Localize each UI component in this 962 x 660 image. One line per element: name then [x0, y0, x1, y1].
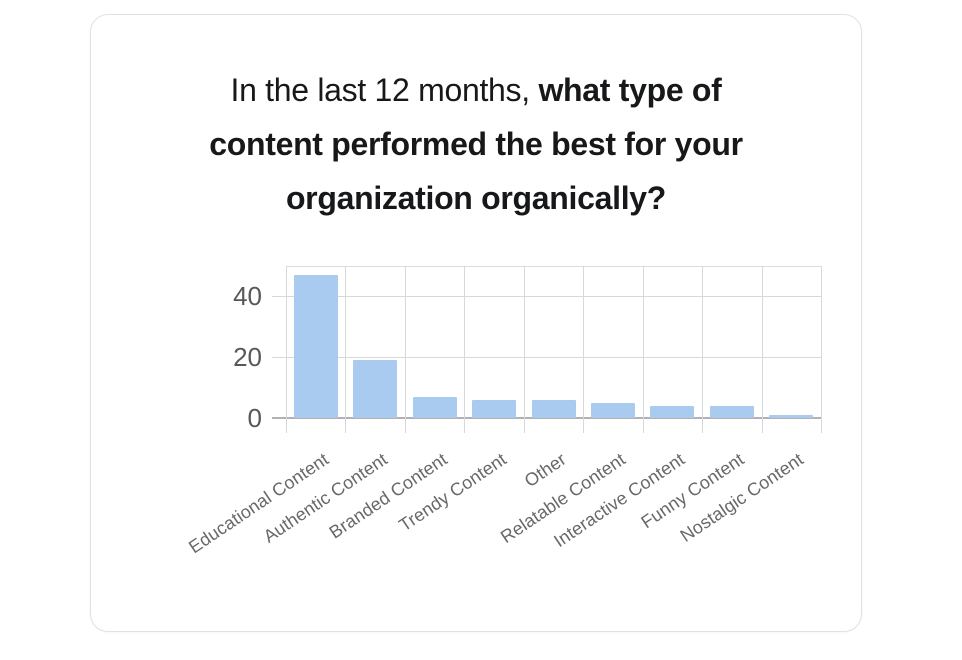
x-gridline	[761, 266, 763, 433]
bar-relatable-content[interactable]	[590, 402, 635, 418]
bar-funny-content[interactable]	[709, 405, 754, 418]
x-gridline	[345, 266, 347, 433]
bar-nostalgic-content[interactable]	[769, 414, 814, 418]
title-line-3: organization organically?	[285, 180, 667, 216]
x-gridline	[286, 266, 287, 433]
y-gridline	[272, 296, 821, 298]
x-gridline	[583, 266, 585, 433]
bar-other[interactable]	[531, 399, 576, 418]
plot-top-frame	[286, 266, 821, 267]
bar-chart-plot-area: 0 20 40 Educational Content Authentic Conten…	[185, 266, 822, 557]
bar-authentic-content[interactable]	[353, 360, 398, 418]
bar-branded-content[interactable]	[412, 396, 457, 418]
y-gridline	[272, 357, 821, 359]
title-bold-part: what type of	[538, 72, 722, 108]
title-line-2: content performed the best for your	[209, 126, 743, 162]
chart-card: In the last 12 months, what type of cont…	[90, 14, 862, 632]
x-axis-baseline	[272, 417, 821, 419]
bar-interactive-content[interactable]	[650, 405, 695, 418]
x-gridline	[642, 266, 644, 433]
x-category-label: Trendy Content	[395, 449, 511, 536]
x-gridline	[702, 266, 704, 433]
x-gridline	[821, 266, 822, 433]
title-line-1: In the last 12 months, what type of	[91, 63, 861, 117]
x-gridline	[523, 266, 525, 433]
title-regular-part: In the last 12 months,	[230, 72, 530, 108]
y-tick-label: 40	[233, 281, 262, 312]
y-tick-label: 20	[233, 342, 262, 373]
chart-title: In the last 12 months, what type of cont…	[91, 63, 861, 225]
bar-educational-content[interactable]	[293, 275, 338, 418]
x-gridline	[404, 266, 406, 433]
y-tick-label: 0	[247, 403, 262, 433]
x-gridline	[464, 266, 466, 433]
bar-trendy-content[interactable]	[472, 399, 517, 418]
